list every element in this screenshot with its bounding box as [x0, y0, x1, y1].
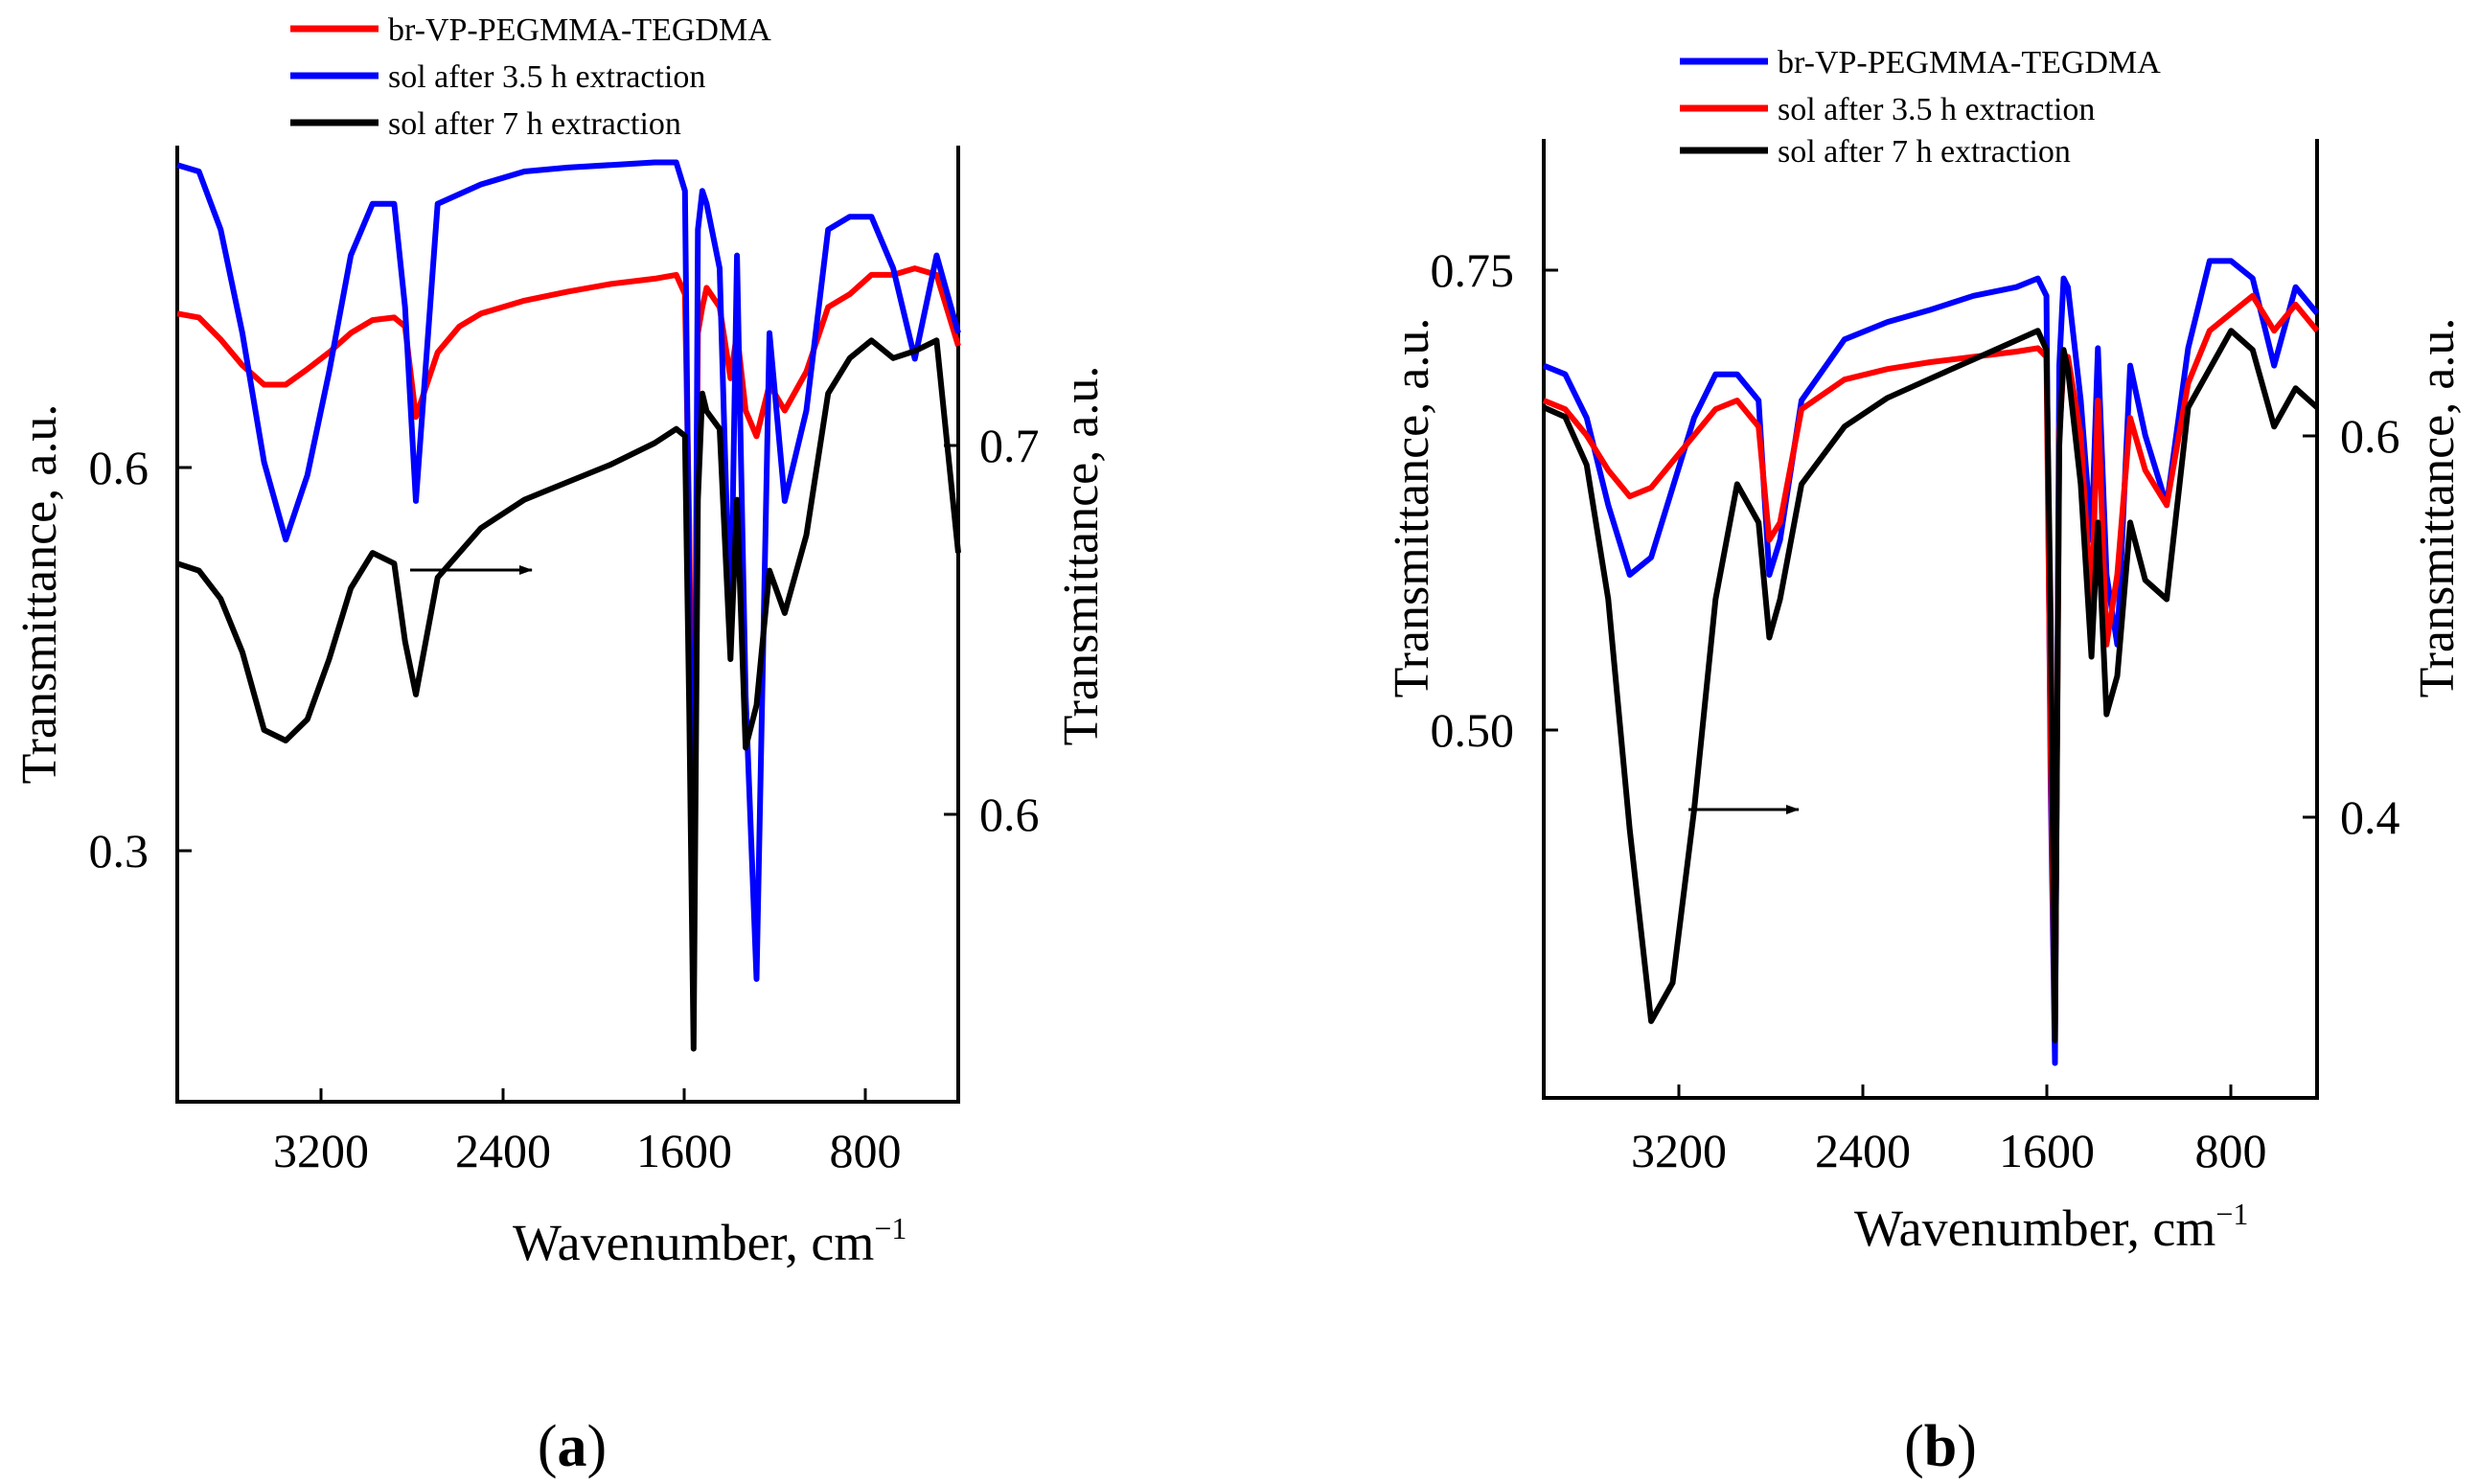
panel-b-left-y-title: Transmittance, a.u.: [1385, 318, 1439, 698]
panel-a-right-y-tick-label: 0.7: [979, 419, 1040, 472]
panel-b-x-tick-label: 3200: [1631, 1124, 1727, 1177]
panel-a-left-y-tick-label: 0.3: [89, 824, 149, 878]
panel-a-legend-label: sol after 7 h extraction: [388, 106, 681, 142]
panel-a-left-y-title: Transmittance, a.u.: [12, 404, 67, 785]
panel-b-series-line-3: [1542, 328, 2319, 1043]
panel-b-chart: 3200 2400 1600 800 0.75 0.50 0.6 0.4 Tra…: [1385, 45, 2465, 1479]
panel-b-x-tick-label: 2400: [1815, 1124, 1911, 1177]
panel-b-legend-label: sol after 7 h extraction: [1778, 134, 2071, 170]
panel-a-series-line-3: [176, 337, 961, 1052]
panel-a-right-y-title: Transmittance, a.u.: [1054, 366, 1109, 746]
panel-a-x-tick-label: 3200: [273, 1124, 369, 1177]
panel-b-right-y-tick-label: 0.6: [2340, 409, 2400, 463]
panel-b-left-y-tick-label: 0.50: [1431, 703, 1515, 757]
panel-b-right-y-tick-label: 0.4: [2340, 790, 2400, 844]
panel-a-legend-label: sol after 3.5 h extraction: [388, 59, 705, 95]
panel-b-left-y-tick-label: 0.75: [1431, 243, 1515, 297]
panel-b-series-layer: [1542, 258, 2320, 1066]
panel-a-x-title: Wavenumber, cm−1: [513, 1211, 907, 1271]
panel-b-x-tick-label: 1600: [1999, 1124, 2095, 1177]
panel-a-series-line-2: [176, 159, 961, 1021]
panel-b-right-y-title: Transmittance, a.u.: [2410, 318, 2465, 698]
panel-a-label: (a): [538, 1414, 607, 1479]
panel-a-x-tick-label: 2400: [455, 1124, 551, 1177]
panel-a-series-layer: [176, 159, 961, 1052]
panel-b-series-line-2: [1542, 292, 2320, 1032]
panel-a-left-y-tick-label: 0.6: [89, 441, 149, 494]
panel-b-label: (b): [1904, 1414, 1977, 1479]
panel-b-x-title: Wavenumber, cm−1: [1854, 1197, 2248, 1257]
panel-b-x-tick-label: 800: [2195, 1124, 2267, 1177]
panel-a-x-tick-label: 800: [830, 1124, 902, 1177]
panel-a-legend-label: br-VP-PEGMMA-TEGDMA: [388, 12, 771, 48]
panel-b-legend-label: sol after 3.5 h extraction: [1778, 92, 2095, 127]
panel-b-legend-label: br-VP-PEGMMA-TEGDMA: [1778, 45, 2161, 80]
panel-a-x-tick-label: 1600: [636, 1124, 732, 1177]
panel-a-chart: 3200 2400 1600 800 0.6 0.3 0.7 0.6 Trans…: [12, 12, 1109, 1479]
panel-a-right-y-tick-label: 0.6: [979, 788, 1040, 841]
